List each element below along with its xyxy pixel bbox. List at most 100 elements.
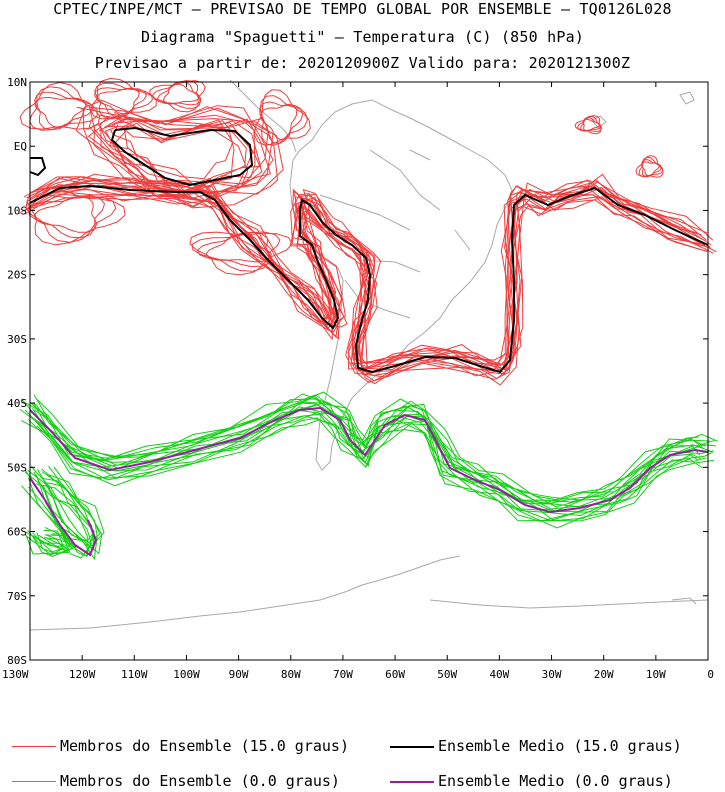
legend-members-15: Membros do Ensemble (15.0 graus) — [12, 737, 349, 755]
lon-label: 40W — [489, 668, 509, 681]
member-15-loop — [76, 106, 284, 208]
lat-label: 50S — [7, 461, 27, 474]
member-15-line — [36, 178, 707, 372]
member-15-loop — [100, 123, 254, 197]
lon-label: 90W — [229, 668, 249, 681]
member-0-line — [27, 417, 703, 522]
legend-mean-15-label: Ensemble Medio (15.0 graus) — [438, 737, 682, 755]
legend-members-15-label: Membros do Ensemble (15.0 graus) — [60, 737, 349, 755]
member-15-blob — [33, 195, 98, 233]
member-0-line — [34, 401, 716, 508]
forecast-validity: Previsao a partir de: 2020120900Z Valido… — [94, 54, 631, 72]
member-15-blob — [191, 231, 281, 272]
lon-label: 70W — [333, 668, 353, 681]
member-15-blob — [157, 81, 202, 106]
member-15-blob — [26, 187, 126, 246]
antarctica-coast — [29, 555, 709, 631]
member-0-loop-small — [36, 532, 78, 555]
member-15-blob — [94, 82, 153, 120]
member-0-loop-small — [31, 534, 70, 557]
coastlines — [29, 79, 709, 631]
map-frame — [29, 81, 709, 661]
member-15-blob — [260, 103, 298, 140]
lon-label: 100W — [173, 668, 200, 681]
member-15-blob — [162, 83, 200, 105]
member-15-loop — [109, 118, 234, 180]
legend-mean-15: Ensemble Medio (15.0 graus) — [390, 737, 682, 755]
member-15-blob — [577, 115, 602, 133]
legend-members-0-label: Membros do Ensemble (0.0 graus) — [60, 772, 340, 790]
member-15-loop — [118, 120, 262, 189]
member-15-blob — [580, 117, 602, 132]
member-15-blob — [149, 80, 206, 113]
member-0-loop — [35, 474, 98, 561]
member-15-blob — [96, 87, 140, 115]
mean-0-loop — [29, 477, 98, 557]
member-0-line — [32, 415, 707, 522]
member-15-blob — [19, 81, 101, 130]
ensemble-members-0-contours — [19, 391, 718, 561]
member-0-line — [33, 393, 710, 501]
member-15-blob — [582, 118, 601, 132]
ensemble-members-15-contours — [18, 77, 717, 386]
member-0-loop — [24, 468, 95, 542]
member-15-blob — [189, 231, 293, 276]
lon-label: 10W — [646, 668, 666, 681]
lon-label: 20W — [594, 668, 614, 681]
member-15-line — [34, 184, 711, 376]
member-15-blob — [641, 161, 660, 177]
member-15-blob — [253, 89, 311, 146]
member-15-blob — [259, 101, 304, 144]
lon-label: 110W — [121, 668, 148, 681]
member-0-loop-small — [25, 534, 70, 555]
member-15-line — [29, 194, 714, 386]
member-15-blob — [34, 91, 94, 131]
lat-label: 60S — [7, 526, 27, 539]
lat-label: 30S — [7, 333, 27, 346]
member-0-loop — [24, 469, 95, 555]
lat-label: 40S — [7, 397, 27, 410]
member-15-blob — [196, 231, 273, 267]
ensemble-mean-0-contour — [29, 406, 709, 557]
mean-0-line — [29, 406, 709, 514]
member-0-loop-small — [25, 529, 64, 547]
member-0-line — [24, 409, 702, 517]
legend-green-line-swatch — [12, 781, 56, 782]
legend-members-0: Membros do Ensemble (0.0 graus) — [12, 772, 340, 790]
member-15-blob — [205, 233, 272, 263]
member-15-blob — [638, 156, 664, 178]
map-title: CPTEC/INPE/MCT — PREVISAO DE TEMPO GLOBA… — [53, 0, 672, 18]
lon-label: 130W — [2, 668, 29, 681]
member-15-loop — [87, 115, 279, 209]
south-america-coast — [289, 99, 513, 471]
legend-black-line-swatch — [390, 745, 434, 748]
legend-purple-line-swatch — [390, 780, 434, 783]
member-0-line — [23, 394, 699, 505]
lon-label: 120W — [69, 668, 96, 681]
member-15-blob — [574, 115, 602, 135]
lon-label: 50W — [437, 668, 457, 681]
legend-mean-0-label: Ensemble Medio (0.0 graus) — [438, 772, 673, 790]
member-0-line — [33, 401, 716, 512]
member-15-loop — [88, 106, 269, 192]
mean-15-loop-left — [29, 157, 47, 177]
lat-label: 20S — [7, 269, 27, 282]
member-15-blob — [635, 155, 664, 178]
member-15-line — [38, 179, 712, 371]
member-15-loop — [75, 99, 274, 194]
member-0-line — [36, 391, 718, 501]
ensemble-mean-15-contour — [29, 126, 709, 374]
lat-label: EQ — [14, 140, 27, 153]
member-15-blob — [28, 194, 106, 239]
map-subtitle: Diagrama "Spaguetti" — Temperatura (C) (… — [140, 28, 585, 46]
central-america-coast — [229, 79, 297, 153]
legend-red-line-swatch — [12, 746, 56, 747]
member-0-line — [20, 411, 699, 522]
lat-label: 10S — [7, 204, 27, 217]
member-15-blob — [34, 96, 87, 129]
member-0-loop — [37, 468, 103, 555]
member-0-line — [36, 419, 714, 529]
lon-label: 30W — [542, 668, 562, 681]
member-0-loop-small — [27, 526, 73, 548]
